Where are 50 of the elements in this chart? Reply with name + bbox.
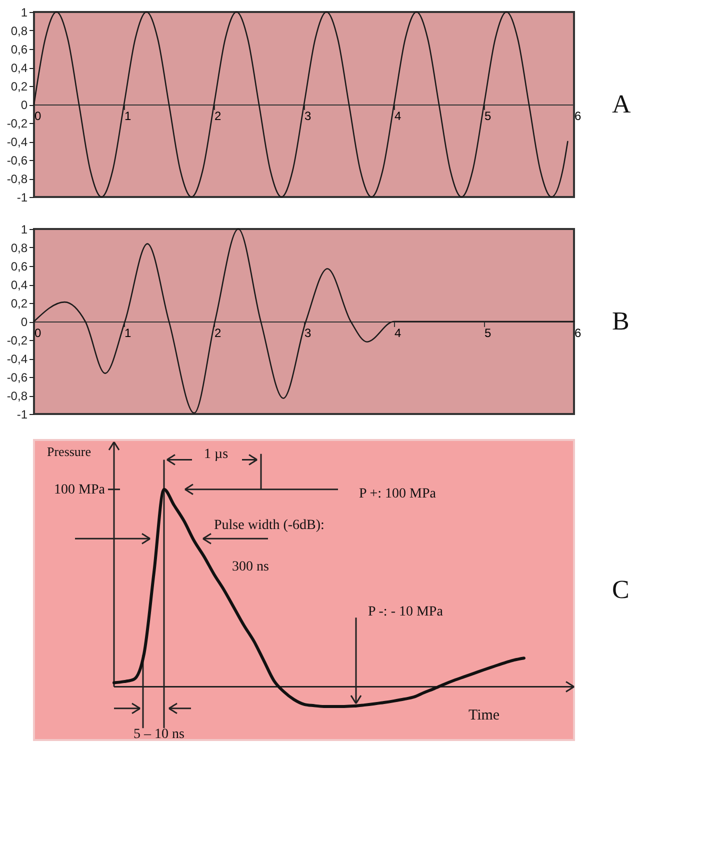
x-tick-label: 2 (214, 326, 222, 340)
y-tick-label: -0,8 (6, 172, 28, 186)
x-tick-label: 6 (574, 109, 582, 123)
y-tick-label: 0,6 (10, 42, 28, 56)
y-tick-label: 1 (20, 222, 28, 236)
y-tick-label: 0,8 (10, 241, 28, 255)
text: 100 MPa (54, 482, 106, 498)
x-tick-label: 5 (484, 326, 492, 340)
y-tick-label: 0,2 (10, 80, 28, 94)
y-tick-label: 0,4 (10, 278, 28, 292)
y-tick-label: 0,6 (10, 260, 28, 274)
y-tick-label: 0,4 (10, 61, 28, 75)
y-tick-label: -0,6 (6, 370, 28, 384)
y-tick-label: -0,2 (6, 334, 28, 348)
y-axis-title: Pressure (46, 444, 92, 459)
y-tick-label: 0 (20, 98, 28, 112)
y-tick-label: 1 (20, 6, 28, 20)
y-tick-label: -0,4 (6, 135, 28, 149)
text: 1 µs (204, 446, 228, 462)
x-tick-label: 4 (394, 326, 402, 340)
x-tick-label: 5 (484, 109, 492, 123)
y-tick-label: -1 (16, 408, 28, 422)
x-tick-label: 1 (124, 326, 132, 340)
annotation: 300 ns (232, 559, 269, 574)
x-axis-title: Time (468, 707, 500, 724)
x-tick-label: 2 (214, 109, 222, 123)
y-tick-label: -1 (16, 190, 28, 204)
y-tick-label: 0,8 (10, 24, 28, 38)
x-tick-label: 0 (34, 109, 42, 123)
annotation: Pulse width (-6dB): (214, 518, 324, 533)
annotation: P +: 100 MPa (359, 486, 437, 502)
y-tick-label: -0,2 (6, 116, 28, 130)
y-tick-label: 0,2 (10, 296, 28, 310)
text: C (612, 575, 630, 604)
annotation: P -: - 10 MPa (368, 604, 444, 620)
text: A (612, 90, 631, 118)
x-tick-label: 1 (124, 109, 132, 123)
y-tick-label: -0,8 (6, 389, 28, 403)
x-tick-label: 6 (574, 326, 582, 340)
text: 5 – 10 ns (134, 727, 184, 742)
y-tick-label: -0,6 (6, 154, 28, 168)
text: B (612, 306, 630, 336)
y-tick-label: -0,4 (6, 352, 28, 366)
line-series (33, 228, 575, 414)
x-tick-label: 3 (304, 326, 312, 340)
line-series (33, 11, 568, 198)
x-tick-label: 3 (304, 109, 312, 123)
x-tick-label: 0 (34, 326, 42, 340)
x-tick-label: 4 (394, 109, 402, 123)
y-tick-label: 0 (20, 315, 28, 329)
